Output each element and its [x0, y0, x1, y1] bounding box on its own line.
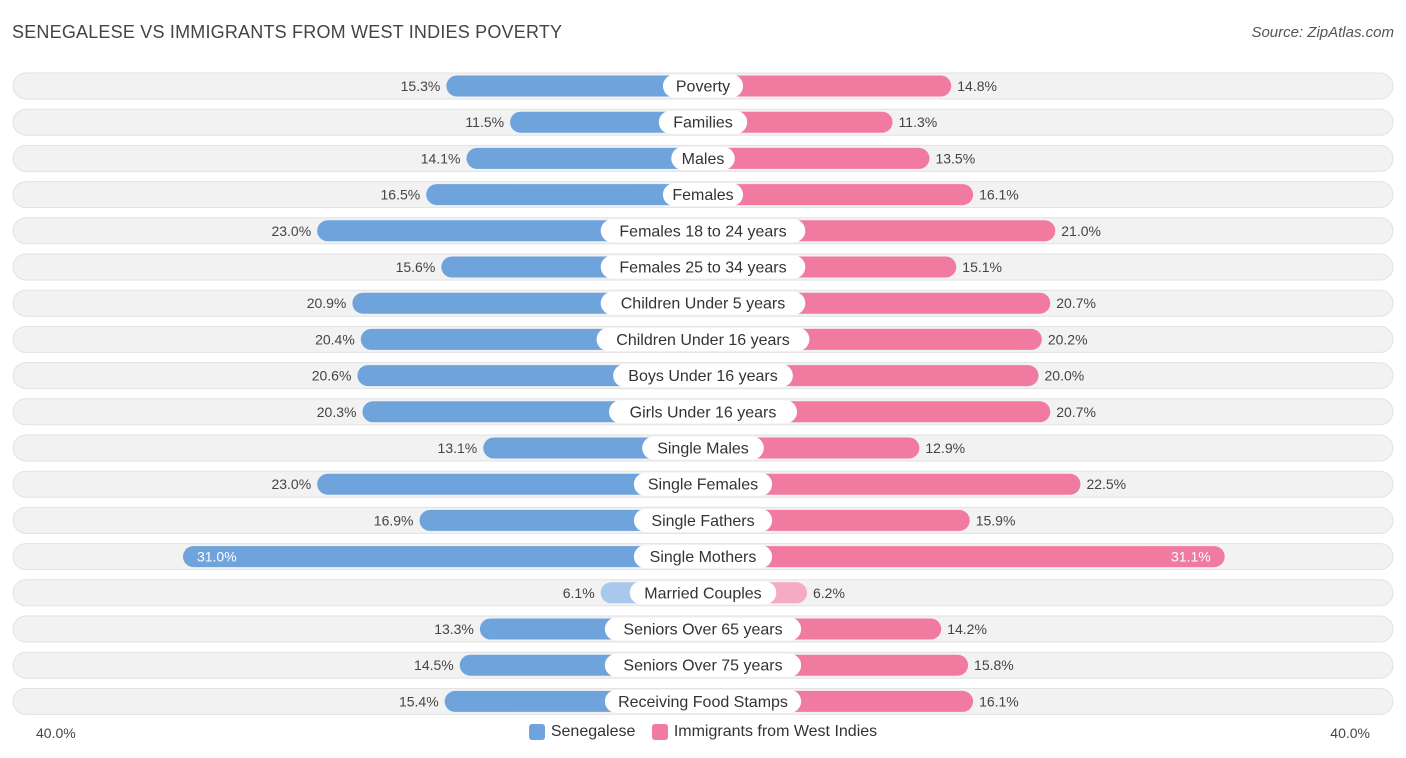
value-label-west-indies-boys-under-16-years: 20.0%	[1045, 368, 1085, 384]
category-pill-seniors-over-65-years	[604, 617, 802, 641]
legend: Senegalese Immigrants from West Indies	[0, 723, 1406, 745]
bar-senegalese-families	[510, 111, 703, 133]
category-label-females-18-to-24-years: Females 18 to 24 years	[619, 223, 786, 240]
value-label-senegalese-females: 16.5%	[381, 187, 421, 203]
category-pill-single-males	[642, 436, 764, 460]
category-label-receiving-food-stamps: Receiving Food Stamps	[618, 694, 788, 711]
category-label-seniors-over-75-years: Seniors Over 75 years	[623, 658, 782, 675]
value-label-senegalese-children-under-16-years: 20.4%	[315, 331, 355, 347]
bar-west-indies-families	[703, 111, 893, 133]
category-pill-females-18-to-24-years	[600, 219, 806, 243]
bar-west-indies-males	[703, 147, 930, 169]
value-label-senegalese-males: 14.1%	[421, 150, 461, 166]
value-label-senegalese-married-couples: 6.1%	[563, 585, 595, 601]
category-pill-females	[662, 183, 744, 207]
category-label-seniors-over-65-years: Seniors Over 65 years	[623, 622, 782, 639]
legend-item-west-indies[interactable]: Immigrants from West Indies	[651, 723, 878, 741]
bar-west-indies-poverty	[703, 75, 952, 97]
legend-label-west-indies: Immigrants from West Indies	[673, 723, 878, 740]
bar-west-indies-females	[703, 184, 974, 206]
legend-label-senegalese: Senegalese	[550, 723, 636, 740]
value-label-senegalese-females-18-to-24-years: 23.0%	[271, 223, 311, 239]
value-label-west-indies-females-18-to-24-years: 21.0%	[1061, 223, 1101, 239]
value-label-senegalese-single-males: 13.1%	[438, 440, 478, 456]
category-label-girls-under-16-years: Girls Under 16 years	[630, 404, 777, 421]
value-label-west-indies-single-fathers: 15.9%	[976, 512, 1016, 528]
value-label-senegalese-boys-under-16-years: 20.6%	[312, 368, 352, 384]
category-pill-girls-under-16-years	[609, 400, 797, 424]
value-label-west-indies-girls-under-16-years: 20.7%	[1056, 404, 1096, 420]
value-label-senegalese-females-25-to-34-years: 15.6%	[396, 259, 436, 275]
axis-min-label: 40.0%	[36, 725, 76, 741]
legend-swatch-west-indies	[651, 724, 668, 740]
category-pill-children-under-5-years	[600, 291, 806, 315]
value-label-senegalese-single-fathers: 16.9%	[374, 512, 414, 528]
value-label-west-indies-children-under-16-years: 20.2%	[1048, 331, 1088, 347]
bar-senegalese-single-fathers	[419, 509, 703, 531]
category-label-families: Families	[673, 115, 733, 132]
axis-max-label: 40.0%	[1330, 725, 1370, 741]
value-label-senegalese-receiving-food-stamps: 15.4%	[399, 693, 439, 709]
value-label-west-indies-single-males: 12.9%	[925, 440, 965, 456]
source-label[interactable]: Source: ZipAtlas.com	[1251, 24, 1394, 41]
legend-swatch-senegalese	[528, 724, 545, 740]
value-label-senegalese-poverty: 15.3%	[401, 78, 441, 94]
value-label-senegalese-seniors-over-75-years: 14.5%	[414, 657, 454, 673]
bar-senegalese-males	[466, 147, 703, 169]
category-pill-single-mothers	[633, 545, 773, 569]
value-label-west-indies-single-females: 22.5%	[1086, 476, 1126, 492]
value-label-west-indies-receiving-food-stamps: 16.1%	[979, 693, 1019, 709]
category-label-poverty: Poverty	[676, 79, 730, 96]
bar-west-indies-single-mothers	[703, 546, 1225, 568]
category-pill-females-25-to-34-years	[600, 255, 806, 279]
category-label-children-under-5-years: Children Under 5 years	[621, 296, 786, 313]
category-pill-married-couples	[629, 581, 777, 605]
value-label-west-indies-females-25-to-34-years: 15.1%	[962, 259, 1002, 275]
category-pill-males	[671, 146, 735, 170]
category-label-single-mothers: Single Mothers	[650, 549, 757, 566]
category-label-single-fathers: Single Fathers	[651, 513, 754, 530]
category-pill-seniors-over-75-years	[604, 653, 802, 677]
legend-item-senegalese[interactable]: Senegalese	[528, 723, 636, 741]
bar-senegalese-females	[426, 184, 703, 206]
value-label-west-indies-females: 16.1%	[979, 187, 1019, 203]
category-label-married-couples: Married Couples	[644, 585, 761, 602]
value-label-west-indies-seniors-over-65-years: 14.2%	[947, 621, 987, 637]
category-pill-receiving-food-stamps	[604, 689, 802, 713]
category-pill-poverty	[662, 74, 744, 98]
category-label-boys-under-16-years: Boys Under 16 years	[628, 368, 777, 385]
value-label-west-indies-males: 13.5%	[935, 150, 975, 166]
category-pill-single-fathers	[633, 508, 773, 532]
bar-senegalese-single-mothers	[182, 546, 704, 568]
category-label-females: Females	[672, 187, 733, 204]
category-pill-families	[658, 110, 748, 134]
value-label-senegalese-children-under-5-years: 20.9%	[307, 295, 347, 311]
value-label-west-indies-children-under-5-years: 20.7%	[1056, 295, 1096, 311]
value-label-senegalese-seniors-over-65-years: 13.3%	[434, 621, 474, 637]
value-label-senegalese-single-mothers: 31.0%	[197, 549, 237, 565]
chart-title: SENEGALESE VS IMMIGRANTS FROM WEST INDIE…	[12, 22, 563, 42]
value-label-senegalese-single-females: 23.0%	[271, 476, 311, 492]
category-pill-boys-under-16-years	[613, 364, 793, 388]
category-pill-children-under-16-years	[596, 327, 810, 351]
value-label-west-indies-single-mothers: 31.1%	[1171, 549, 1211, 565]
value-label-senegalese-families: 11.5%	[465, 114, 504, 130]
category-label-males: Males	[682, 151, 725, 168]
bar-senegalese-poverty	[446, 75, 703, 97]
bar-west-indies-single-females	[703, 473, 1081, 495]
value-label-west-indies-poverty: 14.8%	[957, 78, 997, 94]
bar-senegalese-single-females	[317, 473, 703, 495]
value-label-west-indies-families: 11.3%	[899, 114, 938, 130]
value-label-senegalese-girls-under-16-years: 20.3%	[317, 404, 357, 420]
category-label-children-under-16-years: Children Under 16 years	[616, 332, 789, 349]
chart-canvas: 15.3% 14.8% Poverty 11.5% 11.3% Families 14.1%…	[12, 72, 1394, 715]
category-label-single-males: Single Males	[657, 441, 749, 458]
category-label-females-25-to-34-years: Females 25 to 34 years	[619, 260, 786, 277]
category-pill-single-females	[633, 472, 773, 496]
value-label-west-indies-married-couples: 6.2%	[813, 585, 845, 601]
category-label-single-females: Single Females	[648, 477, 758, 494]
value-label-west-indies-seniors-over-75-years: 15.8%	[974, 657, 1014, 673]
